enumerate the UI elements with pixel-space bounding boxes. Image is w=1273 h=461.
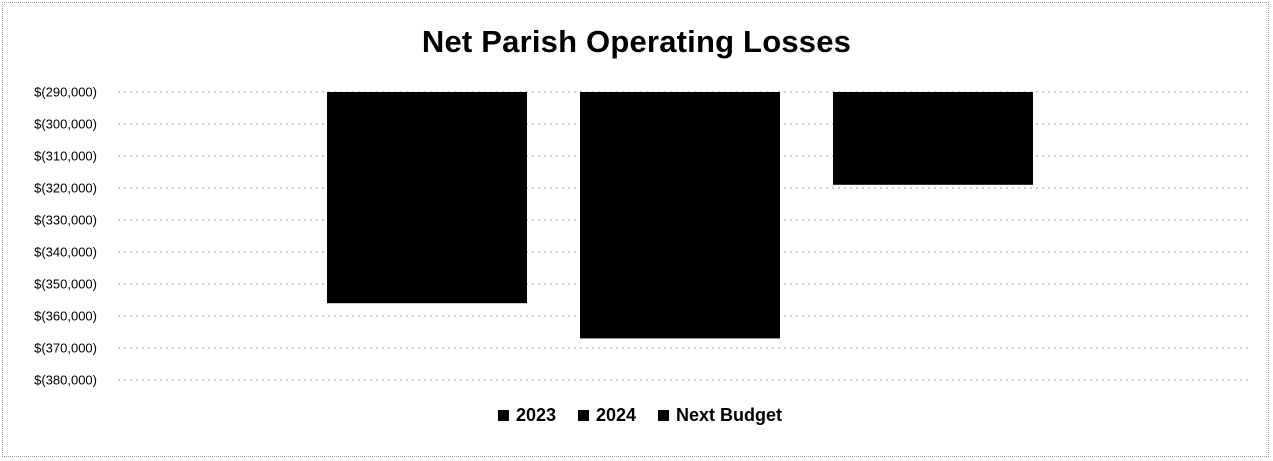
y-tick-label: $(330,000) <box>34 213 97 228</box>
y-tick-label: $(310,000) <box>34 149 97 164</box>
y-tick-label: $(360,000) <box>34 309 97 324</box>
y-tick-label: $(290,000) <box>34 85 97 100</box>
y-tick-label: $(350,000) <box>34 277 97 292</box>
legend-swatch <box>577 410 589 421</box>
legend-label: 2023 <box>516 405 556 425</box>
legend-label: 2024 <box>596 405 636 425</box>
bar-2024 <box>580 92 780 339</box>
y-tick-label: $(340,000) <box>34 245 97 260</box>
y-tick-label: $(380,000) <box>34 373 97 388</box>
y-tick-label: $(320,000) <box>34 181 97 196</box>
chart-title: Net Parish Operating Losses <box>421 24 852 59</box>
bar-next-budget <box>833 92 1033 185</box>
legend-label: Next Budget <box>676 405 782 425</box>
bar-2023 <box>327 92 527 304</box>
y-tick-label: $(300,000) <box>34 117 97 132</box>
y-tick-label: $(370,000) <box>34 341 97 356</box>
legend-swatch <box>497 410 509 421</box>
legend-swatch <box>658 410 670 421</box>
